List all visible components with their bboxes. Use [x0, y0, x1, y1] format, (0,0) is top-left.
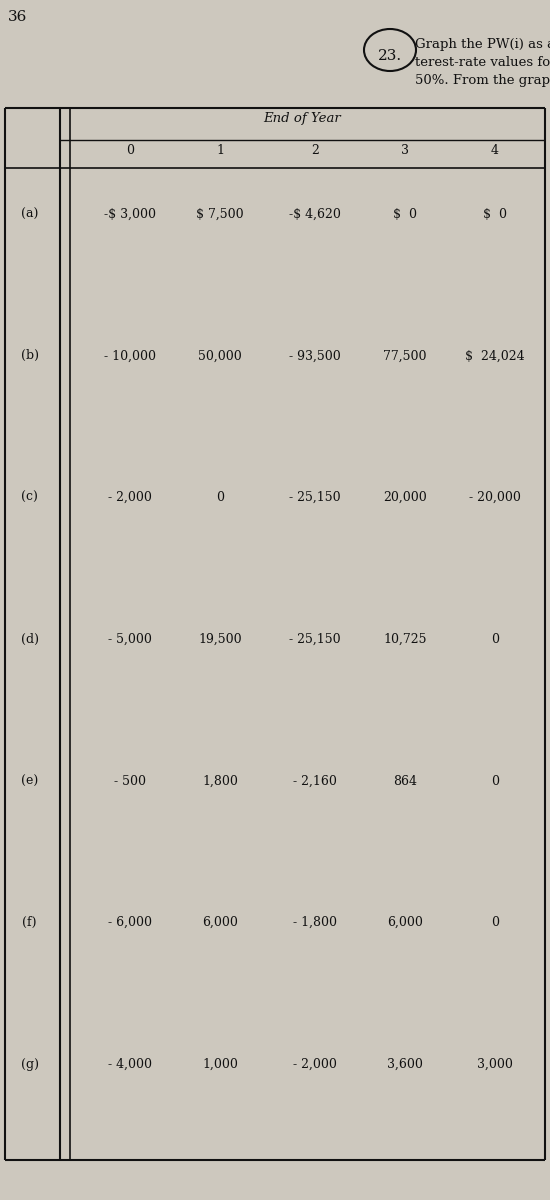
Text: - 2,160: - 2,160	[293, 774, 337, 787]
Text: 6,000: 6,000	[202, 917, 238, 929]
Text: 4: 4	[491, 144, 499, 157]
Text: 864: 864	[393, 774, 417, 787]
Text: - 20,000: - 20,000	[469, 491, 521, 504]
Text: - 5,000: - 5,000	[108, 632, 152, 646]
Text: - 25,150: - 25,150	[289, 632, 341, 646]
Text: $  0: $ 0	[393, 208, 417, 221]
Text: 0: 0	[216, 491, 224, 504]
Text: terest-rate values for which these graphs should be drawn extends from 0% to: terest-rate values for which these graph…	[415, 56, 550, 68]
Text: 1,000: 1,000	[202, 1058, 238, 1070]
Text: 2: 2	[311, 144, 319, 157]
Text: 3,600: 3,600	[387, 1058, 423, 1070]
Text: (b): (b)	[20, 349, 38, 362]
Text: 36: 36	[8, 10, 28, 24]
Text: -$ 4,620: -$ 4,620	[289, 208, 341, 221]
Text: (f): (f)	[22, 917, 37, 929]
Text: - 2,000: - 2,000	[108, 491, 152, 504]
Text: 50%. From the graphs determine the internal rates of return for each cash flow.: 50%. From the graphs determine the inter…	[415, 74, 550, 86]
Text: 50,000: 50,000	[198, 349, 242, 362]
Text: - 10,000: - 10,000	[104, 349, 156, 362]
Text: 10,725: 10,725	[383, 632, 427, 646]
Text: - 25,150: - 25,150	[289, 491, 341, 504]
Text: (e): (e)	[21, 774, 38, 787]
Text: 3,000: 3,000	[477, 1058, 513, 1070]
Text: - 93,500: - 93,500	[289, 349, 341, 362]
Text: 20,000: 20,000	[383, 491, 427, 504]
Text: 0: 0	[491, 632, 499, 646]
Text: - 4,000: - 4,000	[108, 1058, 152, 1070]
Text: $  0: $ 0	[483, 208, 507, 221]
Text: 23.: 23.	[378, 49, 402, 62]
Text: 1,800: 1,800	[202, 774, 238, 787]
Text: Graph the PW(i) as a function of i for each cash flow shown. The range of in-: Graph the PW(i) as a function of i for e…	[415, 38, 550, 50]
Text: 6,000: 6,000	[387, 917, 423, 929]
Text: 3: 3	[401, 144, 409, 157]
Text: 1: 1	[216, 144, 224, 157]
Text: - 500: - 500	[114, 774, 146, 787]
Text: (c): (c)	[21, 491, 38, 504]
Text: $ 7,500: $ 7,500	[196, 208, 244, 221]
Text: (a): (a)	[21, 208, 38, 221]
Text: 0: 0	[491, 917, 499, 929]
Text: (g): (g)	[20, 1058, 38, 1070]
Text: 0: 0	[491, 774, 499, 787]
Text: (d): (d)	[20, 632, 38, 646]
Text: -$ 3,000: -$ 3,000	[104, 208, 156, 221]
Text: 19,500: 19,500	[198, 632, 242, 646]
Text: - 6,000: - 6,000	[108, 917, 152, 929]
Text: 77,500: 77,500	[383, 349, 427, 362]
Text: 0: 0	[126, 144, 134, 157]
Text: $  24,024: $ 24,024	[465, 349, 525, 362]
Text: - 1,800: - 1,800	[293, 917, 337, 929]
Text: End of Year: End of Year	[263, 112, 342, 125]
Text: - 2,000: - 2,000	[293, 1058, 337, 1070]
